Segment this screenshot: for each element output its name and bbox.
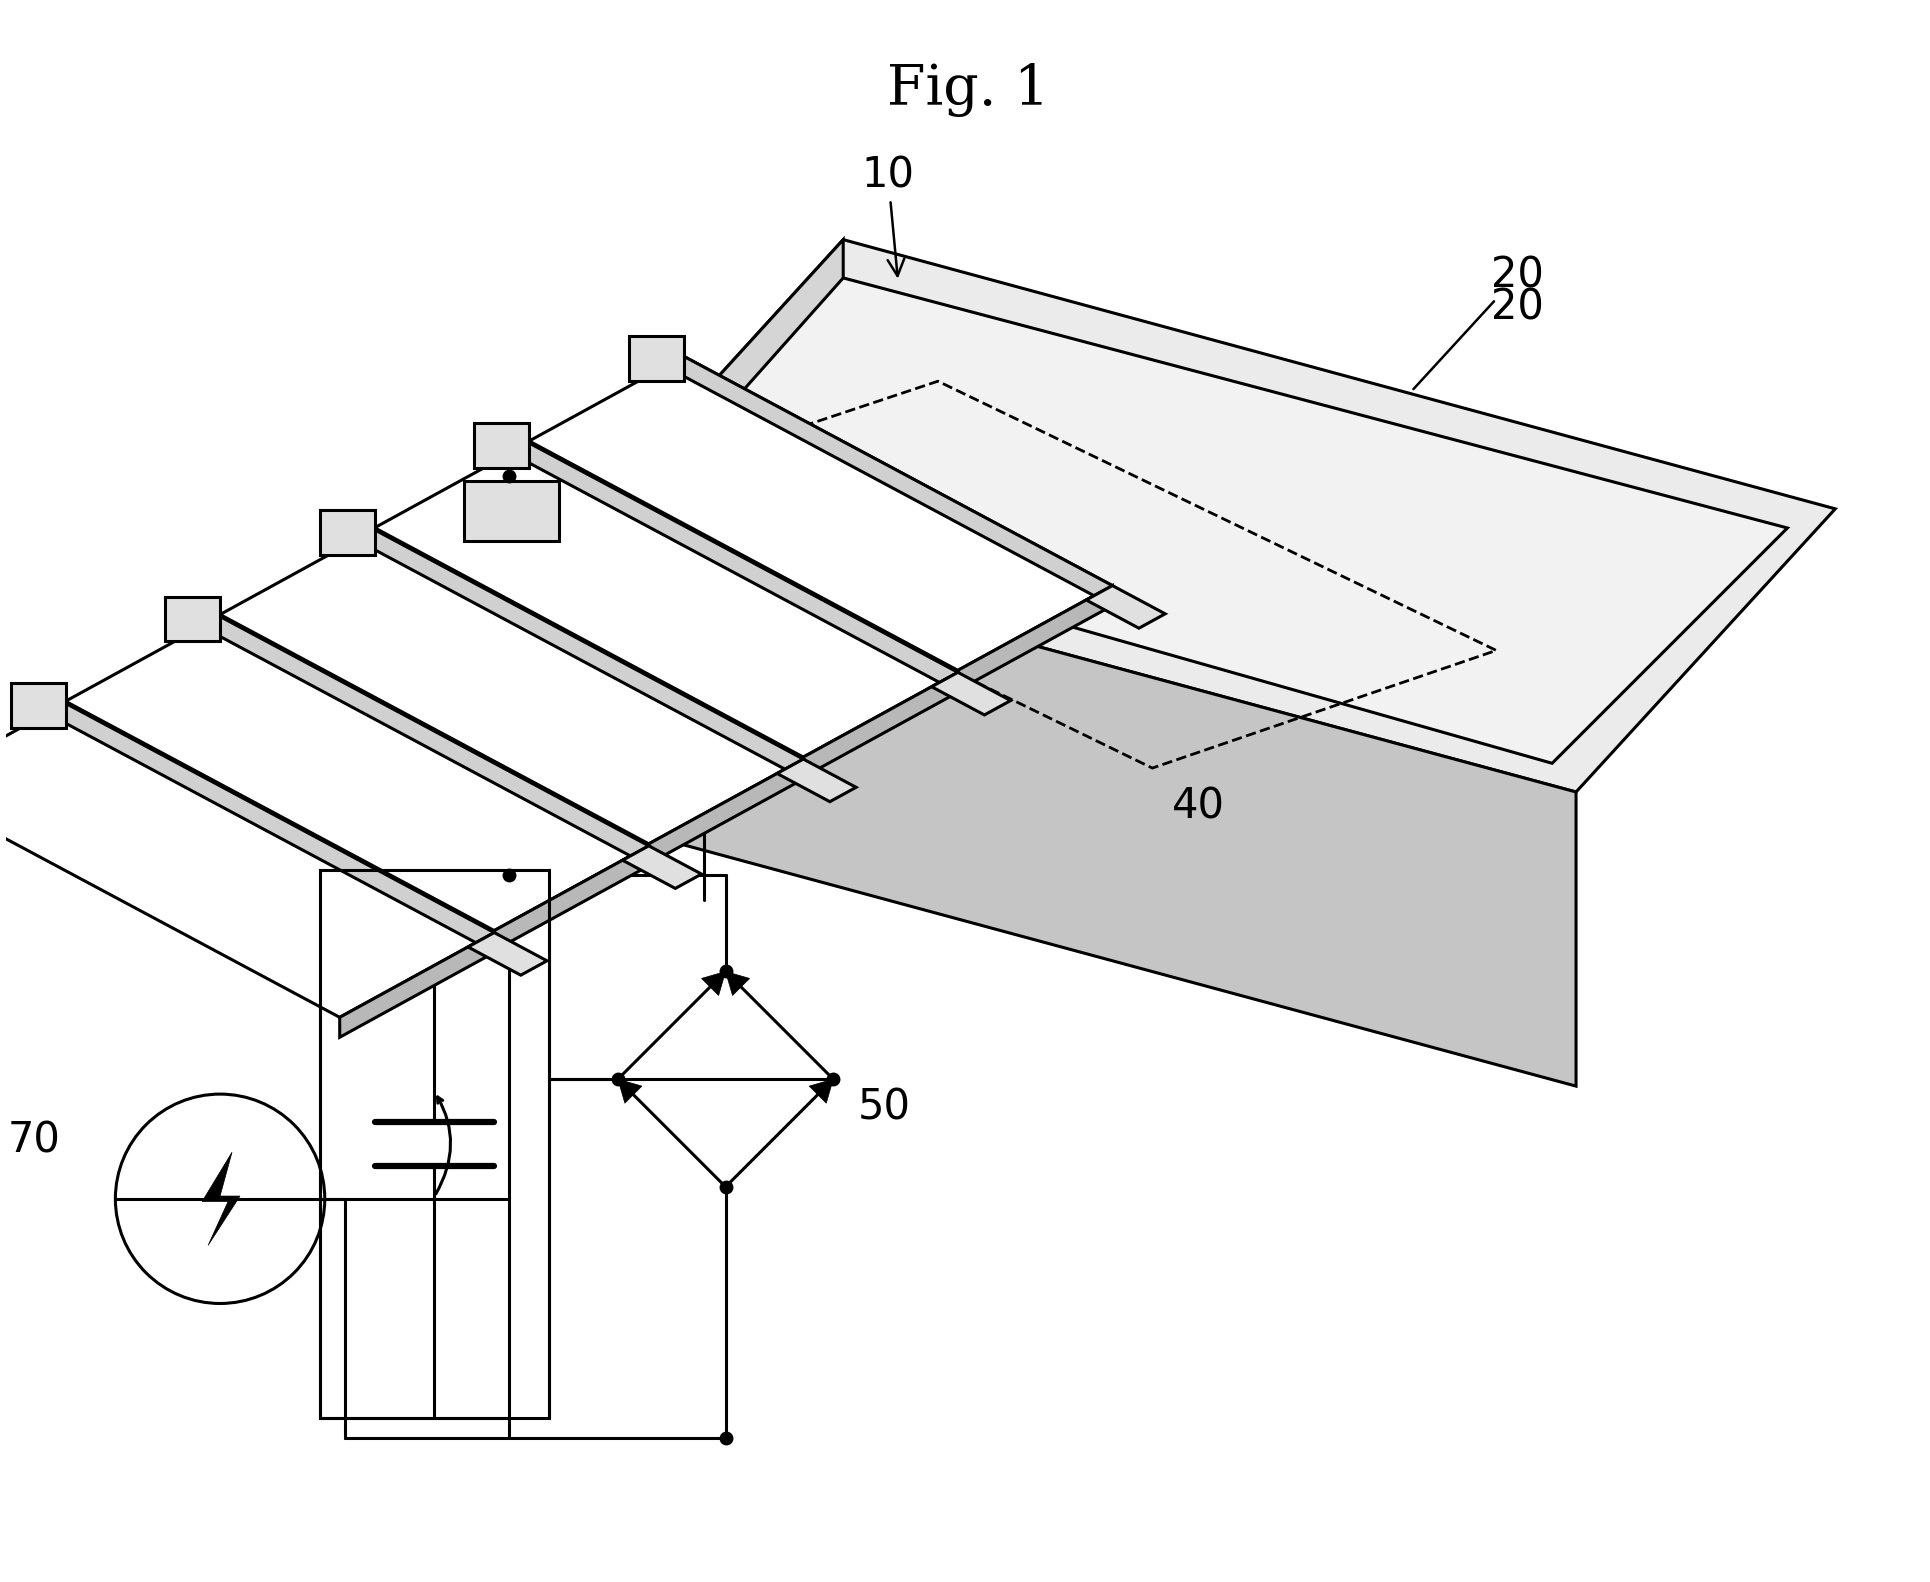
Polygon shape [374,443,957,758]
Polygon shape [618,1079,643,1103]
Polygon shape [66,617,648,930]
Polygon shape [726,971,749,995]
Polygon shape [494,846,648,951]
Polygon shape [683,356,1112,606]
Polygon shape [932,672,1011,715]
Text: 20: 20 [1492,286,1544,329]
Text: 50: 50 [859,1085,911,1128]
Polygon shape [465,481,560,541]
Text: 40: 40 [1172,785,1226,827]
Text: 60: 60 [154,838,428,949]
Polygon shape [220,617,648,865]
Polygon shape [585,239,843,818]
Text: 20: 20 [1413,255,1544,389]
Polygon shape [1087,585,1166,628]
Polygon shape [469,932,546,975]
Polygon shape [475,422,529,468]
Polygon shape [529,443,957,693]
Polygon shape [585,524,1577,1087]
Polygon shape [629,337,683,381]
Polygon shape [529,356,1112,671]
Polygon shape [623,846,701,889]
Polygon shape [166,596,220,641]
Polygon shape [585,239,1835,793]
Text: Fig. 1: Fig. 1 [886,62,1050,117]
Polygon shape [803,672,957,777]
Polygon shape [701,971,726,995]
Polygon shape [320,509,374,555]
Polygon shape [0,704,494,1017]
Polygon shape [778,759,857,802]
Polygon shape [340,932,494,1038]
Text: 70: 70 [8,1118,60,1161]
Polygon shape [957,585,1112,690]
Polygon shape [66,704,494,952]
Polygon shape [203,1152,239,1245]
Polygon shape [12,683,66,728]
Polygon shape [641,278,1787,763]
Text: 10: 10 [861,155,915,275]
Polygon shape [374,530,803,778]
Polygon shape [809,1079,834,1103]
Polygon shape [648,759,803,864]
Polygon shape [220,530,803,843]
